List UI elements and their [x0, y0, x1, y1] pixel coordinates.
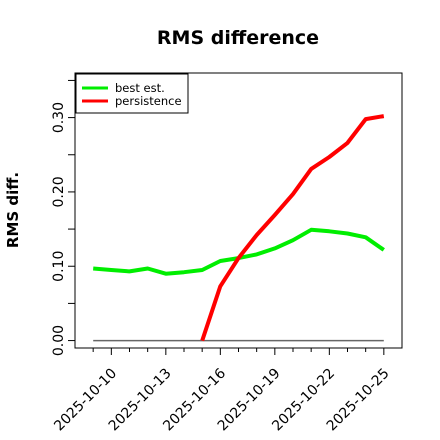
legend-label-best-est: best est. [115, 81, 165, 95]
y-tick-label: 0.20 [51, 176, 67, 207]
y-tick-label: 0.10 [51, 251, 67, 282]
y-tick-label: 0.30 [51, 102, 67, 133]
y-axis: 0.00 0.10 0.20 0.30 [51, 79, 75, 356]
series-group [93, 114, 385, 342]
series-line-best-est [93, 227, 385, 276]
legend-box [75, 73, 189, 114]
legend-label-persistence: persistence [115, 94, 182, 108]
legend: best est. persistence [75, 73, 189, 114]
series-line-persistence [200, 114, 385, 342]
chart-title: RMS difference [157, 27, 319, 49]
x-axis: 2025-10-102025-10-132025-10-162025-10-19… [51, 348, 393, 434]
plot-frame [74, 72, 403, 349]
y-tick-label: 0.00 [51, 325, 67, 356]
y-axis-label: RMS diff. [4, 172, 22, 248]
